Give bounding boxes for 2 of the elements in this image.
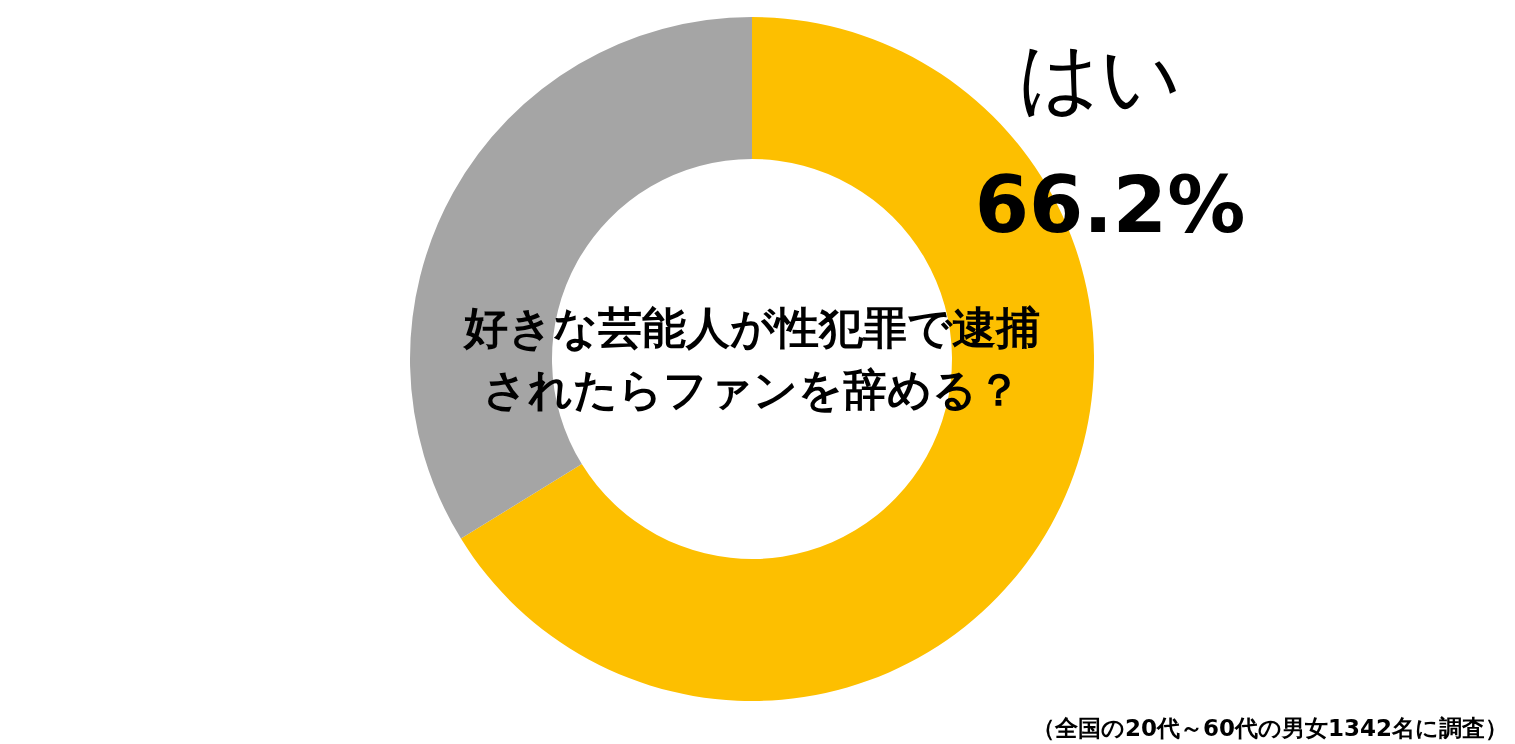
- text: （全国の20代～60代の男女1342名に調査）: [1031, 715, 1508, 741]
- slice-label: はい: [1018, 31, 1182, 124]
